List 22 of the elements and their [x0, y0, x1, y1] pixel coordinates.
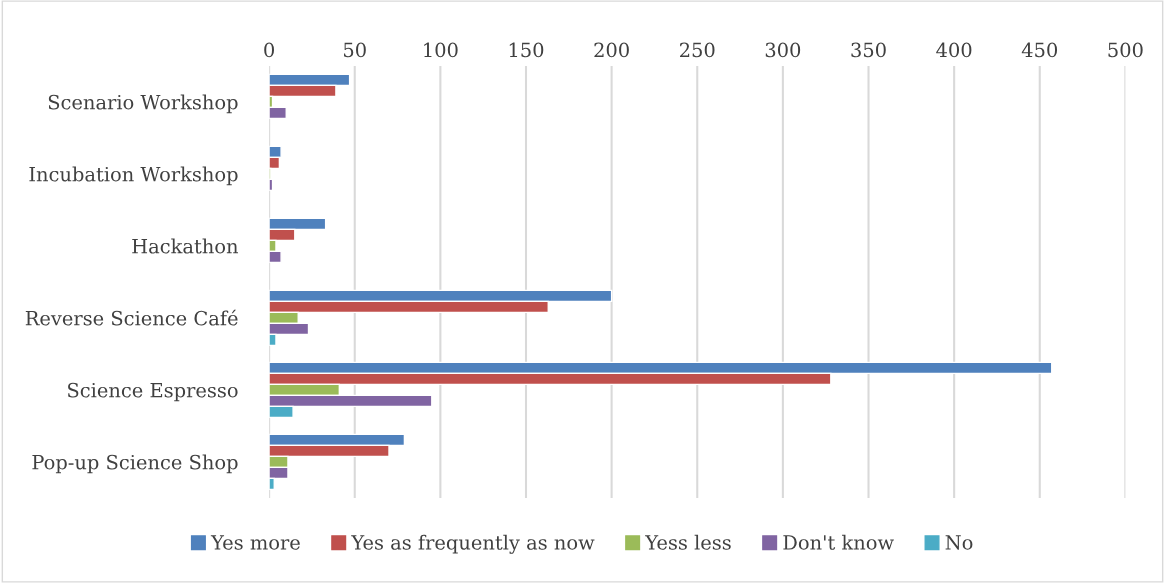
y-tick-label: Incubation Workshop	[29, 166, 238, 186]
legend-label: Yes more	[210, 535, 300, 550]
legend-label: Yes as frequently as now	[351, 534, 595, 554]
x-tick-label: 0	[264, 42, 275, 58]
x-tick-label: 400	[936, 42, 972, 58]
x-tick-label: 250	[680, 42, 715, 58]
x-tick-label: 50	[344, 42, 366, 58]
legend-label: Don't know	[783, 534, 894, 550]
x-tick-label: 450	[1021, 42, 1058, 58]
x-tick-label: 100	[424, 42, 458, 58]
x-tick-label: 150	[509, 42, 544, 58]
y-tick-label: Pop-up Science Shop	[32, 454, 238, 474]
legend-label: Yess less	[645, 534, 731, 550]
legend-label: No	[945, 535, 973, 550]
x-tick-label: 300	[765, 42, 801, 58]
x-tick-label: 500	[1108, 42, 1143, 58]
y-tick-label: Hackathon	[132, 238, 239, 254]
y-tick-label: Reverse Science Café	[25, 309, 238, 326]
y-tick-label: Science Espresso	[68, 382, 238, 402]
y-tick-label: Scenario Workshop	[48, 94, 238, 114]
x-tick-label: 200	[594, 42, 629, 58]
x-tick-label: 350	[851, 42, 886, 58]
